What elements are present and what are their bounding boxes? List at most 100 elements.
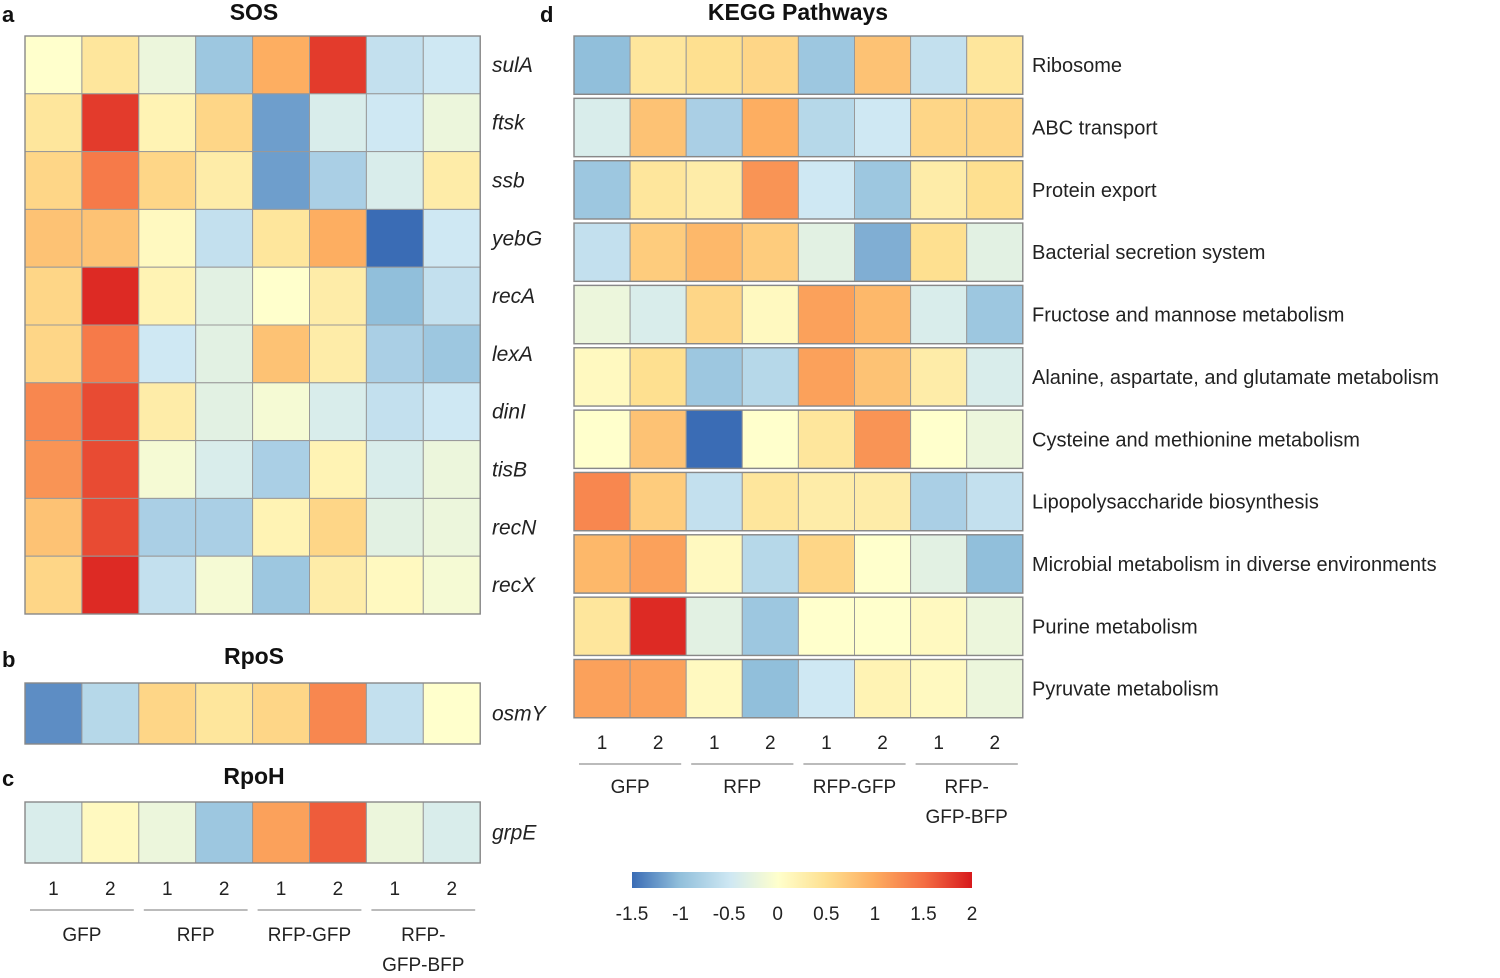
heatmap-cell <box>422 208 481 268</box>
row-border <box>573 658 1024 719</box>
row-label-reca: recA <box>492 285 535 308</box>
heatmap-cell <box>685 471 743 532</box>
heatmap-cell <box>573 35 631 95</box>
colorbar-tick-label: -0.5 <box>713 904 746 925</box>
group-label: RFP-GFP <box>813 777 896 798</box>
heatmap-cell <box>252 151 311 210</box>
heatmap-cell <box>854 160 912 220</box>
row-label-alanine-aspartate-and-glutamate-metabolism: Alanine, aspartate, and glutamate metabo… <box>1032 367 1439 389</box>
heatmap-cell <box>422 93 481 153</box>
x-axis-left: 1 2 1 2 1 2 1 2 GFP RFP RFP-GFP RFP- GFP-BFP <box>30 879 476 976</box>
heatmap-cell <box>685 409 743 469</box>
heatmap-cell <box>252 324 311 384</box>
colorbar-tick-label: -1 <box>672 904 689 925</box>
heatmap-cell <box>422 324 481 384</box>
heatmap-cell <box>741 222 799 282</box>
row-border <box>573 409 1024 470</box>
replicate-label: 2 <box>877 733 888 754</box>
heatmap-cell <box>741 596 799 656</box>
heatmap-cell <box>81 440 140 499</box>
x-axis-right: 1 2 1 2 1 2 1 2 GFP RFP RFP-GFP RFP- GFP-BFP <box>579 733 1018 828</box>
heatmap-cell <box>629 222 687 282</box>
heatmap-cell <box>252 382 311 442</box>
replicate-label: 1 <box>933 733 944 754</box>
row-label-grpe: grpE <box>492 822 537 845</box>
heatmap-cell <box>81 497 140 557</box>
heatmap-cell <box>365 151 424 210</box>
heatmap-cell <box>138 440 197 499</box>
heatmap-cell <box>741 35 799 95</box>
heatmap-border <box>24 35 481 615</box>
heatmap-cell <box>81 324 140 384</box>
row-border <box>573 97 1024 158</box>
row-label-ribosome: Ribosome <box>1032 55 1122 77</box>
heatmap-cell <box>966 534 1024 594</box>
heatmap-cell <box>422 440 481 499</box>
heatmap-cell <box>81 266 140 326</box>
heatmap-cell <box>910 160 968 220</box>
heatmap-cell <box>966 160 1024 220</box>
heatmap-rpos: osmY <box>24 682 548 745</box>
row-label-recx: recX <box>492 574 536 597</box>
row-label-tisb: tisB <box>492 459 527 482</box>
heatmap-cell <box>854 534 912 594</box>
heatmap-cell <box>573 347 631 407</box>
heatmap-cell <box>309 555 367 615</box>
row-border <box>573 596 1024 657</box>
heatmap-cell <box>966 222 1024 282</box>
heatmap-cell <box>797 347 856 407</box>
heatmap-cell <box>422 555 481 615</box>
heatmap-cell <box>629 471 687 532</box>
heatmap-cell <box>966 596 1024 656</box>
heatmap-cell <box>685 35 743 95</box>
heatmap-cell <box>854 35 912 95</box>
heatmap-cell <box>573 596 631 656</box>
replicate-label: 2 <box>105 879 116 900</box>
heatmap-cell <box>741 160 799 220</box>
heatmap-cell <box>195 682 254 745</box>
replicate-label: 2 <box>219 879 230 900</box>
heatmap-cell <box>365 682 424 745</box>
heatmap-cell <box>309 35 367 95</box>
heatmap-cell <box>24 35 83 95</box>
heatmap-cell <box>365 324 424 384</box>
group-label: RFP <box>177 925 215 946</box>
row-label-pyruvate-metabolism: Pyruvate metabolism <box>1032 679 1219 701</box>
heatmap-cell <box>365 35 424 95</box>
heatmap-cell <box>252 440 311 499</box>
replicate-label: 1 <box>276 879 287 900</box>
heatmap-cell <box>797 471 856 532</box>
heatmap-cell <box>422 151 481 210</box>
heatmap-cell <box>81 93 140 153</box>
heatmap-border <box>24 801 481 864</box>
heatmap-cell <box>252 682 311 745</box>
heatmap-cell <box>854 596 912 656</box>
heatmap-cell <box>685 534 743 594</box>
heatmap-cell <box>365 497 424 557</box>
heatmap-cell <box>138 801 197 864</box>
heatmap-cell <box>81 208 140 268</box>
heatmap-cell <box>81 801 140 864</box>
row-border <box>573 35 1024 95</box>
heatmap-cell <box>797 97 856 158</box>
group-label: RFP-GFP <box>268 925 351 946</box>
row-label-protein-export: Protein export <box>1032 180 1157 202</box>
heatmap-cell <box>24 324 83 384</box>
heatmap-cell <box>24 208 83 268</box>
title-rpoh: RpoH <box>223 763 284 789</box>
heatmap-cell <box>629 160 687 220</box>
replicate-label: 1 <box>48 879 59 900</box>
heatmap-cell <box>309 440 367 499</box>
heatmap-cell <box>138 266 197 326</box>
heatmap-cell <box>24 497 83 557</box>
heatmap-cell <box>797 534 856 594</box>
heatmap-cell <box>195 266 254 326</box>
heatmap-cell <box>629 35 687 95</box>
heatmap-cell <box>797 222 856 282</box>
heatmap-cell <box>910 347 968 407</box>
heatmap-cell <box>910 471 968 532</box>
heatmap-cell <box>24 440 83 499</box>
row-label-cysteine-and-methionine-metabolism: Cysteine and methionine metabolism <box>1032 429 1360 451</box>
heatmap-cell <box>195 151 254 210</box>
replicate-label: 2 <box>653 733 664 754</box>
